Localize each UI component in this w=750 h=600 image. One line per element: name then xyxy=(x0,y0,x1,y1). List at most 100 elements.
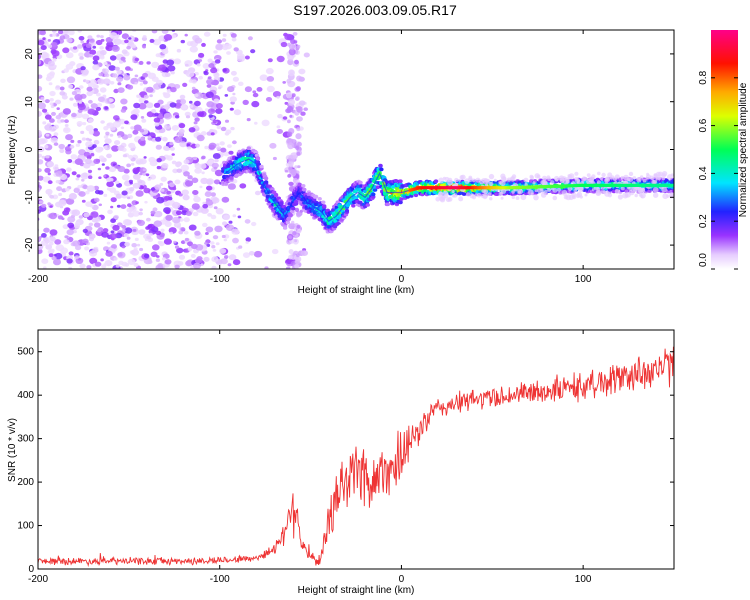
spectrogram-noise-cell xyxy=(69,97,74,101)
spectrogram-noise-cell xyxy=(96,92,101,97)
spectrogram-noise-cell xyxy=(98,72,104,77)
spectrogram-noise-cell xyxy=(231,37,237,42)
spectrogram-noise-cell xyxy=(104,106,109,110)
spectrogram-noise-cell xyxy=(286,106,294,113)
spectrogram-noise-cell xyxy=(185,211,192,216)
spectrogram-noise-cell xyxy=(73,187,81,193)
spectrogram-noise-cell xyxy=(203,71,209,76)
spectrogram-noise-cell xyxy=(84,246,90,251)
spectrogram-noise-cell xyxy=(572,195,577,200)
spectrogram-noise-cell xyxy=(211,197,220,204)
spectrogram-noise-cell xyxy=(139,158,147,165)
spectrogram-noise-cell xyxy=(122,154,127,158)
spectrogram-noise-cell xyxy=(252,92,259,98)
spectrogram-noise-cell xyxy=(119,60,124,64)
spectrogram-noise-cell xyxy=(57,215,64,220)
spectrogram-noise-cell xyxy=(245,237,252,242)
spectrogram-noise-cell xyxy=(296,116,303,122)
spectrogram-noise-cell xyxy=(47,60,55,67)
spectrogram-noise-cell xyxy=(476,193,482,198)
spectrogram-noise-cell xyxy=(194,93,199,98)
spectrogram-noise-cell xyxy=(288,181,294,186)
spectrogram-noise-cell xyxy=(94,216,102,222)
spectrogram-noise-cell xyxy=(88,233,96,239)
spectrogram-noise-cell xyxy=(109,233,118,240)
snr-x-ticks: -200 -100 0 100 xyxy=(28,330,592,585)
spectrogram-noise-cell xyxy=(92,55,100,61)
spectrogram-noise-cell xyxy=(221,234,226,239)
spectrogram-noise-cell xyxy=(222,68,227,72)
spectrogram-noise-cell xyxy=(141,44,146,48)
spectrogram-noise-cell xyxy=(78,52,84,58)
spectrogram-signal-cell xyxy=(290,209,295,214)
spectrogram-signal-cell xyxy=(279,201,284,206)
spectrogram-noise-cell xyxy=(286,131,293,137)
spectrogram-noise-cell xyxy=(160,228,165,232)
spectrogram-noise-cell xyxy=(174,201,178,205)
spectrogram-noise-cell xyxy=(251,100,260,108)
spectrogram-noise-cell xyxy=(104,73,110,78)
snr-plot-area xyxy=(38,346,674,568)
spectrogram-noise-cell xyxy=(171,160,177,165)
spectrogram-noise-cell xyxy=(113,257,118,261)
spectrogram-noise-cell xyxy=(194,100,201,107)
spectrogram-noise-cell xyxy=(77,140,82,144)
spectrogram-noise-cell xyxy=(61,94,68,100)
spectrogram-noise-cell xyxy=(104,138,112,145)
spectrogram-noise-cell xyxy=(252,90,257,94)
spectrogram-noise-cell xyxy=(580,180,585,185)
spectrogram-noise-cell xyxy=(552,195,558,201)
spectrogram-noise-cell xyxy=(228,150,234,155)
spectrogram-noise-cell xyxy=(208,114,213,118)
spectrogram-noise-cell xyxy=(266,76,275,82)
spectrogram-noise-cell xyxy=(265,67,274,75)
spectrogram-noise-cell xyxy=(86,86,93,92)
spectrogram-noise-cell xyxy=(144,200,148,204)
spectrogram-noise-cell xyxy=(180,104,187,110)
spectrogram-noise-cell xyxy=(178,128,185,134)
spectrogram-signal-cell xyxy=(229,176,234,180)
spectrogram-signal-cell xyxy=(372,188,378,192)
spectrogram-noise-cell xyxy=(47,172,51,176)
spectrogram-noise-cell xyxy=(223,214,230,220)
spectrogram-noise-cell xyxy=(565,179,570,184)
spectrogram-noise-cell xyxy=(298,100,306,106)
spectrogram-noise-cell xyxy=(106,187,111,191)
spectrogram-noise-cell xyxy=(155,53,161,58)
spectrogram-noise-cell xyxy=(199,163,207,169)
spectrogram-noise-cell xyxy=(112,121,122,128)
colorbar: 0.0 0.2 0.4 0.6 0.8 Normalized spectral ampl… xyxy=(698,30,749,270)
spectrogram-noise-cell xyxy=(454,177,459,183)
spectrogram-noise-cell xyxy=(67,30,75,36)
spectrogram-noise-cell xyxy=(170,189,175,194)
spectrogram-signal-cell xyxy=(293,200,299,204)
spectrogram-x-ticks: -200 -100 0 100 xyxy=(28,30,592,285)
spectrogram-noise-cell xyxy=(489,181,494,187)
spectrogram-noise-cell xyxy=(59,86,65,91)
spectrogram-noise-cell xyxy=(288,48,296,56)
spectrogram-noise-cell xyxy=(116,76,124,82)
spectrogram-plot-area xyxy=(38,30,674,269)
spectrogram-noise-cell xyxy=(113,88,119,94)
spectrogram-noise-cell xyxy=(213,50,218,54)
spectrogram-noise-cell xyxy=(300,250,308,256)
spectrogram-noise-cell xyxy=(212,153,221,160)
spectrogram-noise-cell xyxy=(49,90,56,97)
spectrogram-noise-cell xyxy=(143,156,147,159)
spectrogram-noise-cell xyxy=(50,105,55,109)
spectrogram-noise-cell xyxy=(66,229,74,236)
spectrogram-noise-cell xyxy=(193,121,198,125)
spectrogram-noise-cell xyxy=(187,175,193,180)
spectrogram-noise-cell xyxy=(231,228,240,235)
spectrogram-signal-cell xyxy=(255,156,261,161)
spectrogram-noise-cell xyxy=(152,207,158,212)
spectrogram-noise-cell xyxy=(49,98,54,102)
spectrogram-noise-cell xyxy=(121,225,127,229)
spectrogram-noise-cell xyxy=(85,79,90,83)
spectrogram-noise-cell xyxy=(38,236,42,243)
spectrogram-noise-cell xyxy=(259,74,268,81)
spectrogram-noise-cell xyxy=(230,33,237,38)
spectrogram-noise-cell xyxy=(117,87,125,93)
spectrogram-noise-cell xyxy=(65,187,70,192)
spectrogram-noise-cell xyxy=(53,132,59,137)
